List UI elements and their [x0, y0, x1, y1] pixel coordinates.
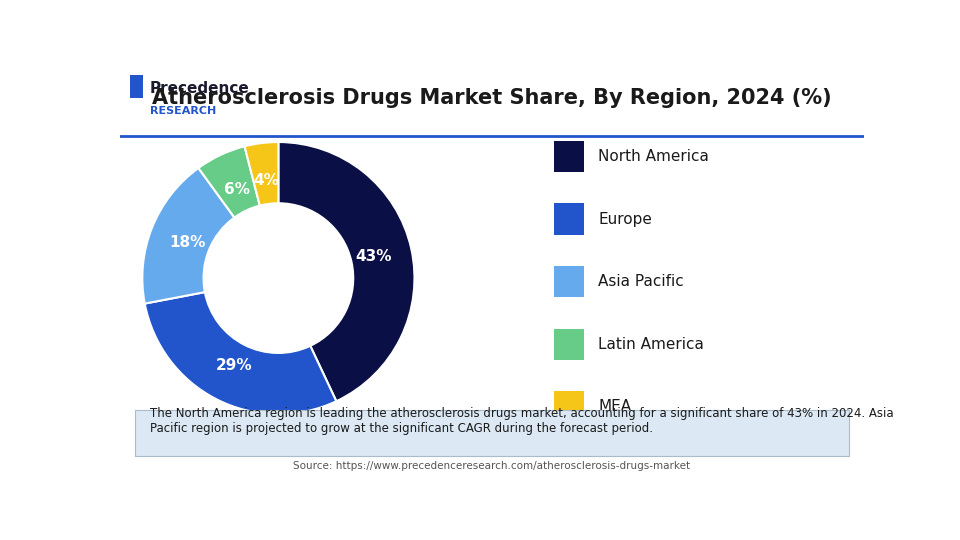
- Text: 29%: 29%: [216, 358, 252, 373]
- Wedge shape: [199, 146, 260, 218]
- Text: MEA: MEA: [598, 400, 632, 414]
- Text: Europe: Europe: [598, 212, 652, 226]
- Bar: [555, 266, 584, 298]
- Text: 43%: 43%: [356, 249, 393, 264]
- Bar: [555, 141, 584, 172]
- Text: Precedence: Precedence: [150, 81, 250, 96]
- Wedge shape: [278, 142, 415, 401]
- Bar: [130, 75, 143, 98]
- Text: 4%: 4%: [253, 173, 279, 188]
- Bar: [555, 329, 584, 360]
- Text: Latin America: Latin America: [598, 337, 704, 352]
- Text: Asia Pacific: Asia Pacific: [598, 274, 684, 289]
- Text: Source: https://www.precedenceresearch.com/atherosclerosis-drugs-market: Source: https://www.precedenceresearch.c…: [294, 461, 690, 471]
- Wedge shape: [245, 142, 278, 206]
- Text: Atherosclerosis Drugs Market Share, By Region, 2024 (%): Atherosclerosis Drugs Market Share, By R…: [153, 89, 831, 109]
- Text: The North America region is leading the atherosclerosis drugs market, accounting: The North America region is leading the …: [150, 407, 894, 435]
- Text: 18%: 18%: [169, 234, 205, 249]
- Bar: [555, 204, 584, 235]
- FancyBboxPatch shape: [134, 410, 849, 456]
- Text: RESEARCH: RESEARCH: [150, 106, 216, 116]
- Wedge shape: [142, 168, 234, 303]
- Text: North America: North America: [598, 149, 709, 164]
- Bar: [555, 392, 584, 423]
- Text: 6%: 6%: [224, 182, 250, 197]
- Wedge shape: [145, 292, 336, 414]
